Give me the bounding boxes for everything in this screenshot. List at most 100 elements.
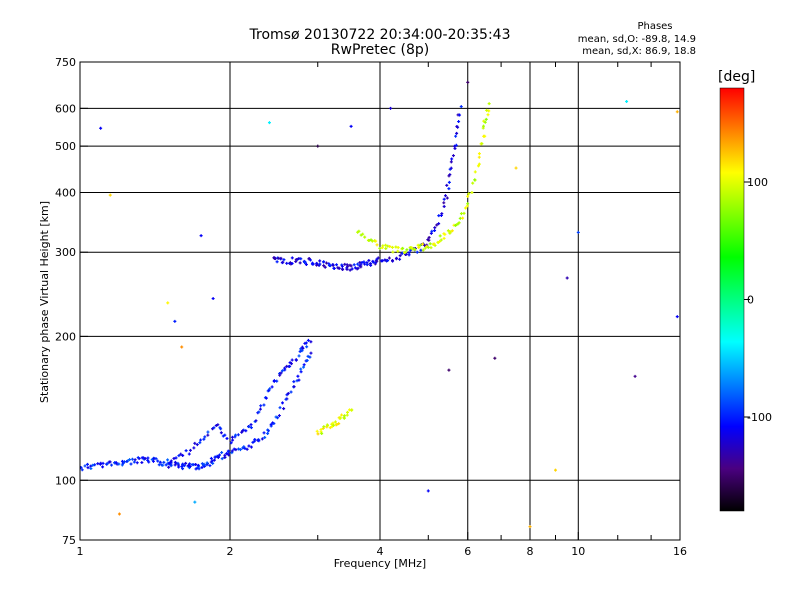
data-point — [447, 368, 451, 372]
data-point — [156, 459, 160, 463]
data-point — [211, 461, 215, 465]
data-point — [168, 461, 172, 465]
data-point — [396, 245, 400, 249]
data-point — [278, 406, 282, 410]
data-point — [482, 124, 486, 128]
axis-ticks: 1 2 4 6 8 10 16 75 100 200 300 400 500 600 750 — [55, 56, 687, 558]
data-point — [99, 126, 103, 130]
data-point — [296, 374, 300, 378]
x-tick-label: 1 — [77, 545, 84, 558]
data-point — [211, 297, 215, 301]
data-point — [286, 391, 290, 395]
data-point — [241, 429, 245, 433]
data-point — [174, 456, 178, 460]
y-tick-label: 200 — [55, 330, 76, 343]
data-point — [216, 455, 220, 459]
y-tick-label: 400 — [55, 186, 76, 199]
data-point — [193, 441, 197, 445]
data-point — [86, 462, 90, 466]
data-point — [307, 257, 311, 261]
data-point — [200, 465, 204, 469]
data-point — [443, 194, 447, 198]
data-point — [182, 464, 186, 468]
data-point — [244, 429, 248, 433]
stats-heading: Phases — [637, 21, 672, 32]
data-point — [451, 154, 455, 158]
data-point — [427, 235, 431, 239]
data-point — [323, 265, 327, 269]
data-point — [528, 525, 532, 529]
data-point — [230, 449, 234, 453]
data-point — [181, 467, 185, 471]
data-point — [375, 243, 379, 247]
data-point — [184, 461, 188, 465]
colorbar-tick-label: 0 — [747, 294, 754, 307]
data-point — [269, 423, 273, 427]
data-point — [295, 379, 299, 383]
data-point — [341, 268, 345, 272]
data-point — [108, 193, 112, 197]
data-point — [188, 462, 192, 466]
data-point — [459, 212, 463, 216]
data-point — [442, 201, 446, 205]
data-point — [335, 423, 339, 427]
data-point — [257, 410, 261, 414]
data-point — [553, 468, 557, 472]
data-point — [356, 262, 360, 266]
data-point — [348, 268, 352, 272]
data-point — [315, 261, 319, 265]
data-point — [161, 463, 165, 467]
data-point — [199, 438, 203, 442]
data-point — [285, 261, 289, 265]
data-point — [277, 414, 281, 418]
data-point — [407, 251, 411, 255]
data-point — [352, 263, 356, 267]
data-point — [417, 246, 421, 250]
data-point — [129, 462, 133, 466]
data-point — [136, 456, 140, 460]
data-point — [403, 250, 407, 254]
data-point — [349, 264, 353, 268]
data-point — [268, 387, 272, 391]
data-point — [218, 453, 222, 457]
data-point — [457, 120, 461, 124]
data-point — [154, 457, 158, 461]
data-point — [337, 422, 341, 426]
data-point — [438, 234, 442, 238]
x-tick-label: 10 — [571, 545, 585, 558]
data-point — [289, 390, 293, 394]
data-point — [273, 257, 277, 261]
data-point — [254, 419, 258, 423]
data-point — [125, 460, 129, 464]
data-point — [426, 245, 430, 249]
data-point — [439, 238, 443, 242]
chart-subtitle: RwPretec (8p) — [331, 42, 429, 58]
data-point — [308, 355, 312, 359]
data-point — [266, 432, 270, 435]
data-point — [234, 433, 238, 437]
data-point — [448, 173, 452, 177]
data-point — [179, 452, 183, 456]
data-point — [294, 358, 298, 362]
data-point — [390, 259, 394, 263]
data-point — [427, 238, 431, 242]
data-point — [322, 264, 326, 268]
data-point — [384, 247, 388, 251]
data-point — [387, 256, 391, 260]
data-point — [216, 423, 220, 427]
data-point — [342, 414, 346, 418]
data-point — [413, 248, 417, 252]
data-point — [395, 256, 399, 260]
data-point — [264, 396, 268, 400]
data-point — [290, 262, 294, 265]
data-point — [483, 134, 487, 138]
data-point — [133, 458, 137, 462]
data-point — [319, 428, 323, 432]
data-point — [83, 464, 87, 468]
data-point — [130, 457, 134, 461]
data-point — [299, 370, 303, 374]
data-point — [210, 459, 214, 463]
data-point — [86, 466, 90, 470]
data-point — [375, 259, 379, 263]
